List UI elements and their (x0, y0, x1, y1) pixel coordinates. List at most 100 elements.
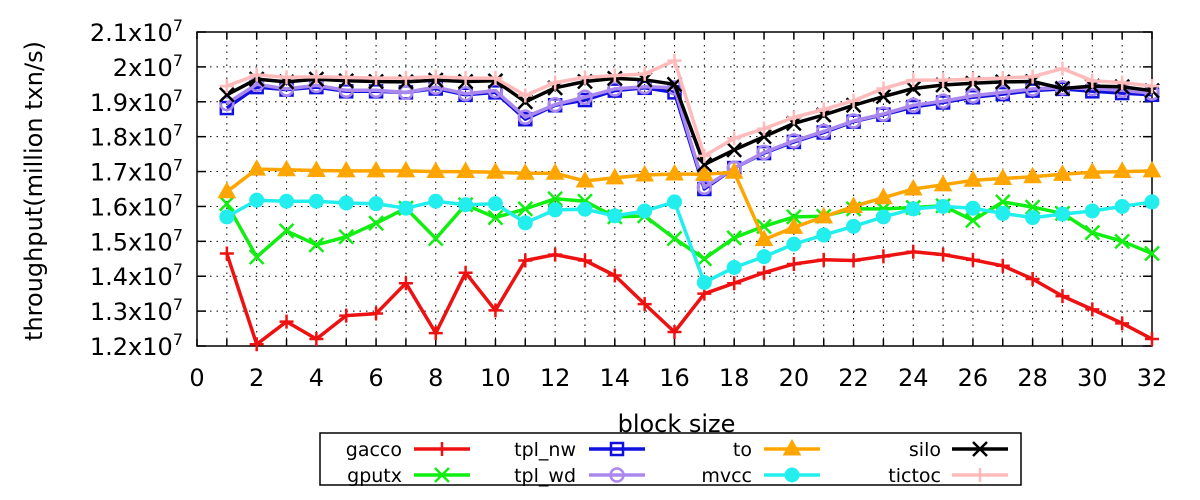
data-point-to (665, 163, 684, 181)
data-point-to (515, 163, 535, 180)
data-point-tpl-wd (666, 80, 683, 96)
data-point-tpl-wd (517, 109, 534, 125)
data-point-mvcc (547, 202, 563, 218)
legend-marker-silo (972, 441, 988, 457)
data-point-to (486, 162, 505, 179)
data-point-to (1142, 160, 1162, 178)
legend-marker-mvcc (784, 467, 800, 483)
data-point-mvcc (726, 260, 742, 275)
data-point-tictoc (667, 53, 682, 68)
data-point-tpl-wd (905, 97, 921, 114)
data-point-gacco (786, 257, 801, 272)
data-point-gputx (517, 201, 534, 217)
data-point-mvcc (458, 197, 474, 213)
data-point-to (217, 181, 237, 199)
data-point-tictoc (309, 69, 324, 84)
data-point-mvcc (428, 193, 444, 209)
data-point-mvcc (308, 193, 324, 209)
x-tick-label: 2 (249, 364, 264, 392)
data-point-tictoc (786, 110, 801, 125)
y-tick-label: 1.9x107 (90, 86, 183, 117)
data-point-gputx (487, 209, 504, 226)
data-point-tictoc (219, 79, 234, 94)
data-point-tpl-wd (786, 133, 802, 149)
y-tick-label: 1.7x107 (90, 156, 183, 187)
data-point-gacco (1145, 332, 1159, 347)
data-point-tictoc (369, 71, 384, 86)
data-point-mvcc (607, 208, 623, 224)
data-point-mvcc (696, 275, 712, 291)
data-point-to (366, 160, 386, 178)
data-point-tictoc (936, 73, 951, 88)
x-tick-label: 4 (309, 364, 324, 392)
data-point-to (307, 160, 326, 178)
data-point-gputx (547, 190, 564, 207)
data-point-to (1082, 162, 1102, 179)
x-tick-label: 26 (958, 364, 989, 392)
data-point-tpl-wd (457, 86, 474, 102)
series-to (217, 159, 1162, 247)
data-point-mvcc (1084, 203, 1100, 219)
data-point-gacco (906, 244, 921, 259)
data-point-mvcc (577, 201, 593, 217)
data-point-mvcc (368, 196, 384, 212)
data-point-to (754, 229, 774, 247)
data-series (217, 53, 1162, 352)
data-point-mvcc (846, 218, 862, 234)
y-tick-label: 1.6x107 (90, 190, 183, 221)
data-point-tpl-wd (845, 113, 862, 129)
data-point-to (1112, 161, 1132, 179)
data-point-mvcc (1144, 194, 1160, 210)
data-point-to (724, 162, 744, 179)
data-point-tictoc (607, 68, 622, 83)
data-point-gputx (248, 249, 265, 265)
axis-ticks: 0 2 4 6 8 10 12 14 16 18 20 22 24 26 28 30 321.2x1071.3x… (90, 16, 1167, 392)
legend-marker-gputx (434, 467, 450, 483)
data-point-to (545, 163, 565, 180)
data-point-gputx (666, 230, 683, 247)
series-line-gacco (225, 250, 1153, 347)
data-point-tictoc (458, 71, 473, 86)
data-point-tictoc (548, 75, 563, 90)
data-point-tpl-wd (547, 96, 563, 113)
data-point-tictoc (876, 81, 891, 96)
series-gacco (219, 244, 1159, 352)
legend-marker-tpl-wd (609, 467, 625, 483)
data-point-gputx (427, 230, 444, 247)
data-point-gacco (876, 249, 891, 264)
data-point-mvcc (875, 209, 891, 225)
series-silo (218, 70, 1160, 173)
data-point-gacco (1115, 316, 1130, 331)
x-tick-label: 6 (368, 364, 383, 392)
legend-label-gacco: gacco (346, 439, 402, 461)
legend-marker-tictoc (973, 468, 987, 482)
data-point-tpl-wd (756, 144, 772, 161)
data-point-to (993, 168, 1013, 186)
y-axis-title: throughput(million txn/s) (20, 41, 48, 341)
data-point-silo (1054, 80, 1071, 97)
data-point-tictoc (1025, 69, 1040, 84)
data-point-to (784, 217, 804, 234)
data-point-mvcc (786, 236, 802, 252)
data-point-tictoc (1115, 75, 1130, 90)
data-point-gacco (936, 247, 951, 262)
x-tick-label: 18 (719, 364, 750, 392)
data-point-tictoc (428, 69, 443, 84)
data-point-tictoc (488, 71, 503, 86)
data-point-silo (726, 142, 743, 158)
x-tick-label: 28 (1017, 364, 1048, 392)
data-point-tictoc (727, 131, 742, 146)
legend-marker-gacco (435, 442, 449, 456)
legend-label-tpl-nw: tpl_nw (514, 439, 576, 461)
data-point-tpl-wd (995, 84, 1011, 101)
data-point-tpl-wd (398, 84, 414, 101)
x-tick-label: 20 (779, 364, 810, 392)
series-line-silo (225, 76, 1153, 167)
x-tick-label: 14 (600, 364, 631, 392)
data-point-gacco (1085, 302, 1100, 317)
legend: gacco gputx tpl_nw tpl_wd to mvcc silo tictoc (319, 432, 1022, 487)
data-point-mvcc (667, 194, 682, 210)
data-point-mvcc (995, 205, 1011, 221)
x-tick-label: 0 (189, 364, 204, 392)
